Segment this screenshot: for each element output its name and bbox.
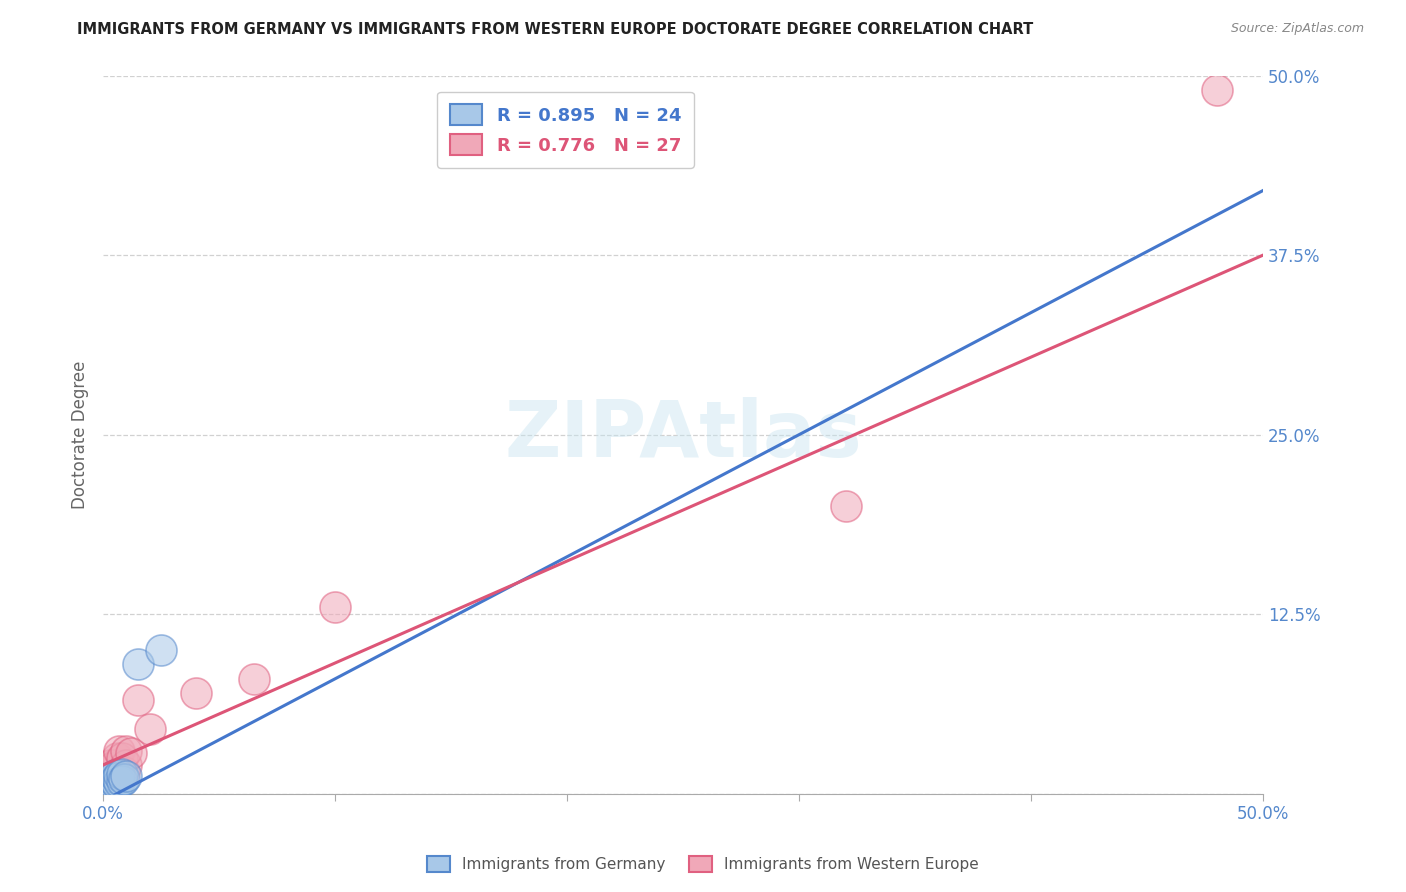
Point — [111, 773, 134, 788]
Point — [101, 771, 124, 785]
Point — [108, 775, 131, 789]
Point — [97, 778, 120, 792]
Point — [112, 765, 135, 780]
Point — [150, 643, 173, 657]
Point — [98, 775, 121, 789]
Point — [105, 776, 128, 790]
Y-axis label: Doctorate Degree: Doctorate Degree — [72, 360, 89, 508]
Point — [94, 784, 117, 798]
Text: ZIPAtlas: ZIPAtlas — [505, 397, 862, 473]
Point — [98, 776, 121, 790]
Point — [104, 773, 127, 788]
Legend: R = 0.895   N = 24, R = 0.776   N = 27: R = 0.895 N = 24, R = 0.776 N = 27 — [437, 92, 693, 168]
Point — [127, 657, 149, 672]
Point — [94, 772, 117, 787]
Point — [120, 747, 142, 761]
Point — [323, 599, 346, 614]
Point — [105, 751, 128, 765]
Point — [98, 772, 121, 787]
Point — [111, 766, 134, 780]
Point — [98, 765, 121, 780]
Point — [101, 761, 124, 775]
Point — [127, 693, 149, 707]
Point — [94, 780, 117, 795]
Point — [111, 751, 134, 765]
Point — [97, 780, 120, 794]
Point — [105, 769, 128, 783]
Point — [104, 768, 127, 782]
Point — [104, 778, 127, 792]
Point — [1205, 83, 1227, 97]
Point — [101, 775, 124, 789]
Point — [112, 772, 135, 787]
Point — [104, 775, 127, 789]
Point — [101, 780, 124, 794]
Point — [138, 722, 160, 736]
Point — [184, 686, 207, 700]
Point — [115, 769, 138, 783]
Point — [101, 772, 124, 787]
Point — [115, 743, 138, 757]
Legend: Immigrants from Germany, Immigrants from Western Europe: Immigrants from Germany, Immigrants from… — [420, 848, 986, 880]
Point — [834, 500, 856, 514]
Text: Source: ZipAtlas.com: Source: ZipAtlas.com — [1230, 22, 1364, 36]
Point — [97, 782, 120, 797]
Text: IMMIGRANTS FROM GERMANY VS IMMIGRANTS FROM WESTERN EUROPE DOCTORATE DEGREE CORRE: IMMIGRANTS FROM GERMANY VS IMMIGRANTS FR… — [77, 22, 1033, 37]
Point — [104, 758, 127, 772]
Point — [108, 743, 131, 757]
Point — [94, 780, 117, 794]
Point — [97, 775, 120, 789]
Point — [108, 768, 131, 782]
Point — [98, 780, 121, 795]
Point — [97, 765, 120, 780]
Point — [115, 758, 138, 772]
Point — [243, 672, 266, 686]
Point — [108, 765, 131, 780]
Point — [98, 758, 121, 772]
Point — [105, 771, 128, 785]
